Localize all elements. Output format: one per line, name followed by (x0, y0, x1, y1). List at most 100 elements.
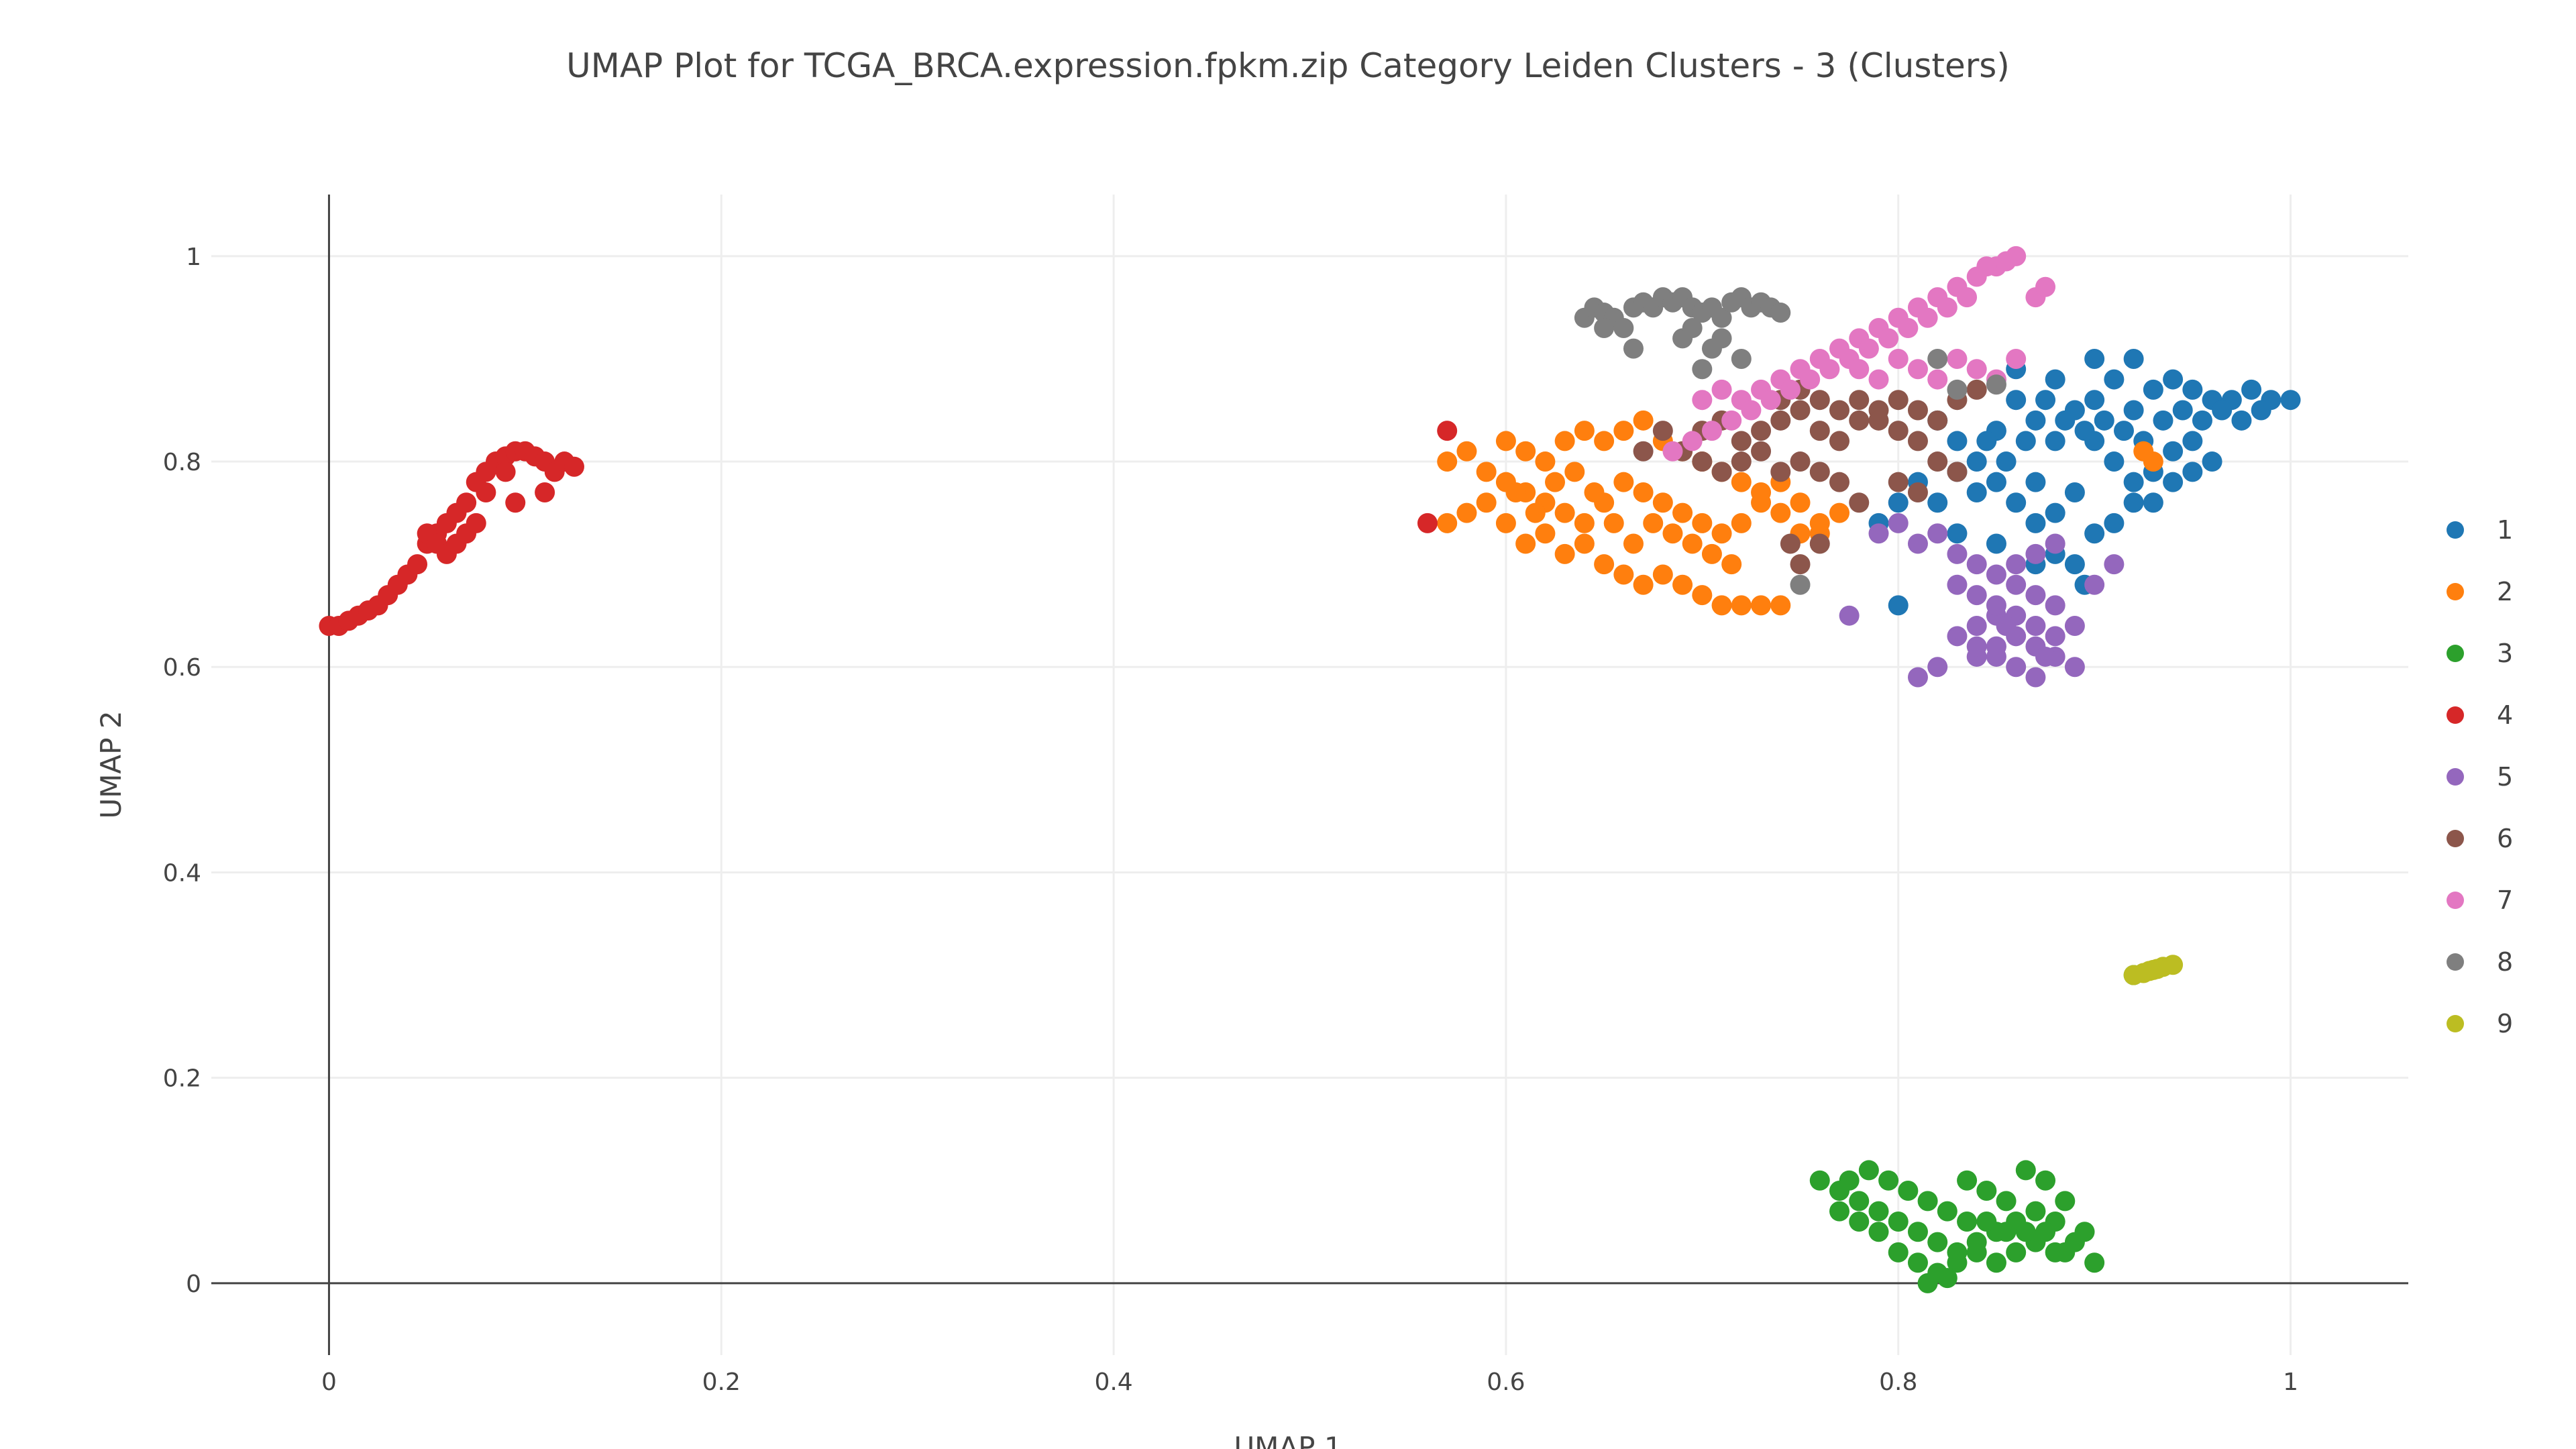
data-point (2025, 513, 2046, 533)
x-axis-title: UMAP 1 (1234, 1431, 1342, 1449)
legend-item-4[interactable]: 4 (2447, 700, 2513, 730)
data-point (535, 482, 555, 502)
data-point (1986, 595, 2006, 616)
data-point (2045, 369, 2065, 390)
data-point (2064, 554, 2085, 575)
data-point (2163, 472, 2184, 492)
y-tick-label: 0.2 (163, 1065, 201, 1093)
data-point (2025, 667, 2046, 688)
data-point (1770, 303, 1791, 323)
data-point (1888, 1242, 1909, 1263)
data-point (1613, 472, 1634, 492)
legend-item-1[interactable]: 1 (2447, 515, 2513, 545)
legend-item-8[interactable]: 8 (2447, 947, 2513, 977)
data-point (1927, 451, 1948, 472)
data-point (2172, 400, 2193, 421)
data-point (1535, 523, 1556, 544)
legend-item-5[interactable]: 5 (2447, 762, 2513, 792)
data-point (1907, 431, 1928, 451)
legend-marker (2447, 1015, 2464, 1032)
data-point (2035, 390, 2056, 411)
data-point (1888, 513, 1909, 533)
data-point (1966, 636, 1987, 657)
data-point (1868, 1222, 1889, 1242)
data-point (1976, 256, 1997, 277)
data-point (1554, 431, 1575, 451)
data-point (1731, 431, 1752, 451)
legend-item-3[interactable]: 3 (2447, 639, 2513, 668)
data-point (1947, 574, 1968, 595)
data-point (1711, 307, 1732, 328)
data-point (2231, 410, 2252, 431)
data-point (1839, 605, 1860, 626)
data-point (1574, 513, 1595, 533)
data-point (1672, 502, 1693, 523)
data-point (1594, 554, 1615, 575)
data-point (1966, 379, 1987, 400)
data-point (1731, 348, 1752, 369)
data-point (1809, 421, 1830, 441)
data-point (2153, 410, 2174, 431)
data-point (2064, 657, 2085, 678)
data-point (1770, 502, 1791, 523)
tick-labels: 0 0.2 0.4 0.6 0.8 1 0 0.2 0.4 0.6 0.8 1 (163, 244, 2298, 1396)
data-point (1790, 574, 1811, 595)
data-point (1966, 616, 1987, 637)
legend-label: 7 (2497, 885, 2513, 915)
series-5 (1839, 513, 2125, 688)
data-point (2074, 1222, 2095, 1242)
data-point (1966, 554, 1987, 575)
legend-item-7[interactable]: 7 (2447, 885, 2513, 915)
data-point (1711, 379, 1732, 400)
data-point (1682, 533, 1703, 554)
series-7 (1662, 246, 2056, 462)
data-point (2094, 410, 2114, 431)
data-point (407, 554, 428, 575)
data-point (1809, 1170, 1830, 1191)
data-point (1525, 502, 1546, 523)
data-point (2045, 502, 2065, 523)
data-point (1996, 616, 2017, 637)
data-point (1495, 513, 1516, 533)
data-point (1623, 338, 1644, 359)
legend-label: 4 (2497, 700, 2513, 730)
data-point (1996, 451, 2017, 472)
data-point (2251, 400, 2271, 421)
data-point (1809, 533, 1830, 554)
data-point (1613, 564, 1634, 585)
data-point (1927, 410, 1948, 431)
data-point (1741, 400, 1762, 421)
data-point (1986, 1252, 2006, 1273)
data-point (1888, 421, 1909, 441)
y-axis-title: UMAP 2 (95, 710, 127, 818)
data-point (2045, 595, 2065, 616)
data-point (1907, 533, 1928, 554)
data-point (1947, 462, 1968, 482)
legend-item-6[interactable]: 6 (2447, 824, 2513, 853)
data-point (1878, 328, 1899, 349)
y-tick-label: 0 (186, 1271, 201, 1298)
data-point (2025, 616, 2046, 637)
data-point (1711, 462, 1732, 482)
data-point (2084, 348, 2105, 369)
data-point (1947, 523, 1968, 544)
data-point (1476, 462, 1497, 482)
legend-item-9[interactable]: 9 (2447, 1009, 2513, 1038)
data-point (2123, 400, 2144, 421)
legend-label: 8 (2497, 947, 2513, 977)
data-point (1996, 1222, 2017, 1242)
data-point (1731, 472, 1752, 492)
data-point (1613, 318, 1634, 339)
data-point (1849, 390, 1870, 411)
data-point (2074, 421, 2095, 441)
data-point (1780, 379, 1801, 400)
y-tick-label: 0.8 (163, 449, 201, 476)
data-point (1829, 472, 1850, 492)
legend-label: 1 (2497, 515, 2513, 545)
legend-label: 9 (2497, 1009, 2513, 1038)
data-point (1829, 431, 1850, 451)
data-point (2084, 390, 2105, 411)
legend-item-2[interactable]: 2 (2447, 577, 2513, 606)
data-point (1633, 482, 1654, 502)
